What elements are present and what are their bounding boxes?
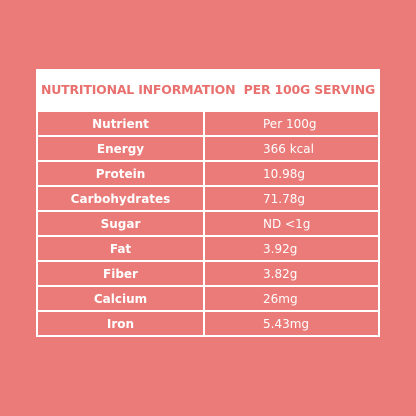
nutrient-cell: Energy	[36, 135, 205, 162]
nutrient-cell: Calcium	[36, 285, 205, 312]
title: NUTRITIONAL INFORMATION PER 100G SERVING	[40, 82, 376, 97]
value-cell: 366 kcal	[203, 135, 380, 162]
value-cell: ND <1g	[203, 210, 380, 237]
nutrient-cell: Sugar	[36, 210, 205, 237]
nutrient-cell: Protein	[36, 160, 205, 187]
table-row: Sugar ND <1g	[36, 210, 380, 237]
table-row: Protein 10.98g	[36, 160, 380, 187]
value-cell: 71.78g	[203, 185, 380, 212]
nutrient-cell: Carbohydrates	[36, 185, 205, 212]
table-row: Iron 5.43mg	[36, 310, 380, 337]
nutrient-cell: Iron	[36, 310, 205, 337]
nutrition-table: Nutrient Per 100g Energy 366 kcal Protein 10.…	[36, 110, 380, 337]
table-row: Energy 366 kcal	[36, 135, 380, 162]
nutrient-cell: Fat	[36, 235, 205, 262]
table-row: Fiber 3.82g	[36, 260, 380, 287]
value-cell: 10.98g	[203, 160, 380, 187]
title-box: NUTRITIONAL INFORMATION PER 100G SERVING	[36, 69, 380, 110]
nutrient-cell: Fiber	[36, 260, 205, 287]
table-body: Nutrient Per 100g Energy 366 kcal Protein 10.…	[36, 110, 380, 337]
value-cell: 5.43mg	[203, 310, 380, 337]
table-row: Carbohydrates 71.78g	[36, 185, 380, 212]
nutrient-cell: Nutrient	[36, 110, 205, 137]
value-cell: Per 100g	[203, 110, 380, 137]
value-cell: 26mg	[203, 285, 380, 312]
value-cell: 3.92g	[203, 235, 380, 262]
table-row: Calcium 26mg	[36, 285, 380, 312]
value-cell: 3.82g	[203, 260, 380, 287]
table-row: Fat 3.92g	[36, 235, 380, 262]
header-row: Nutrient Per 100g	[36, 110, 380, 137]
